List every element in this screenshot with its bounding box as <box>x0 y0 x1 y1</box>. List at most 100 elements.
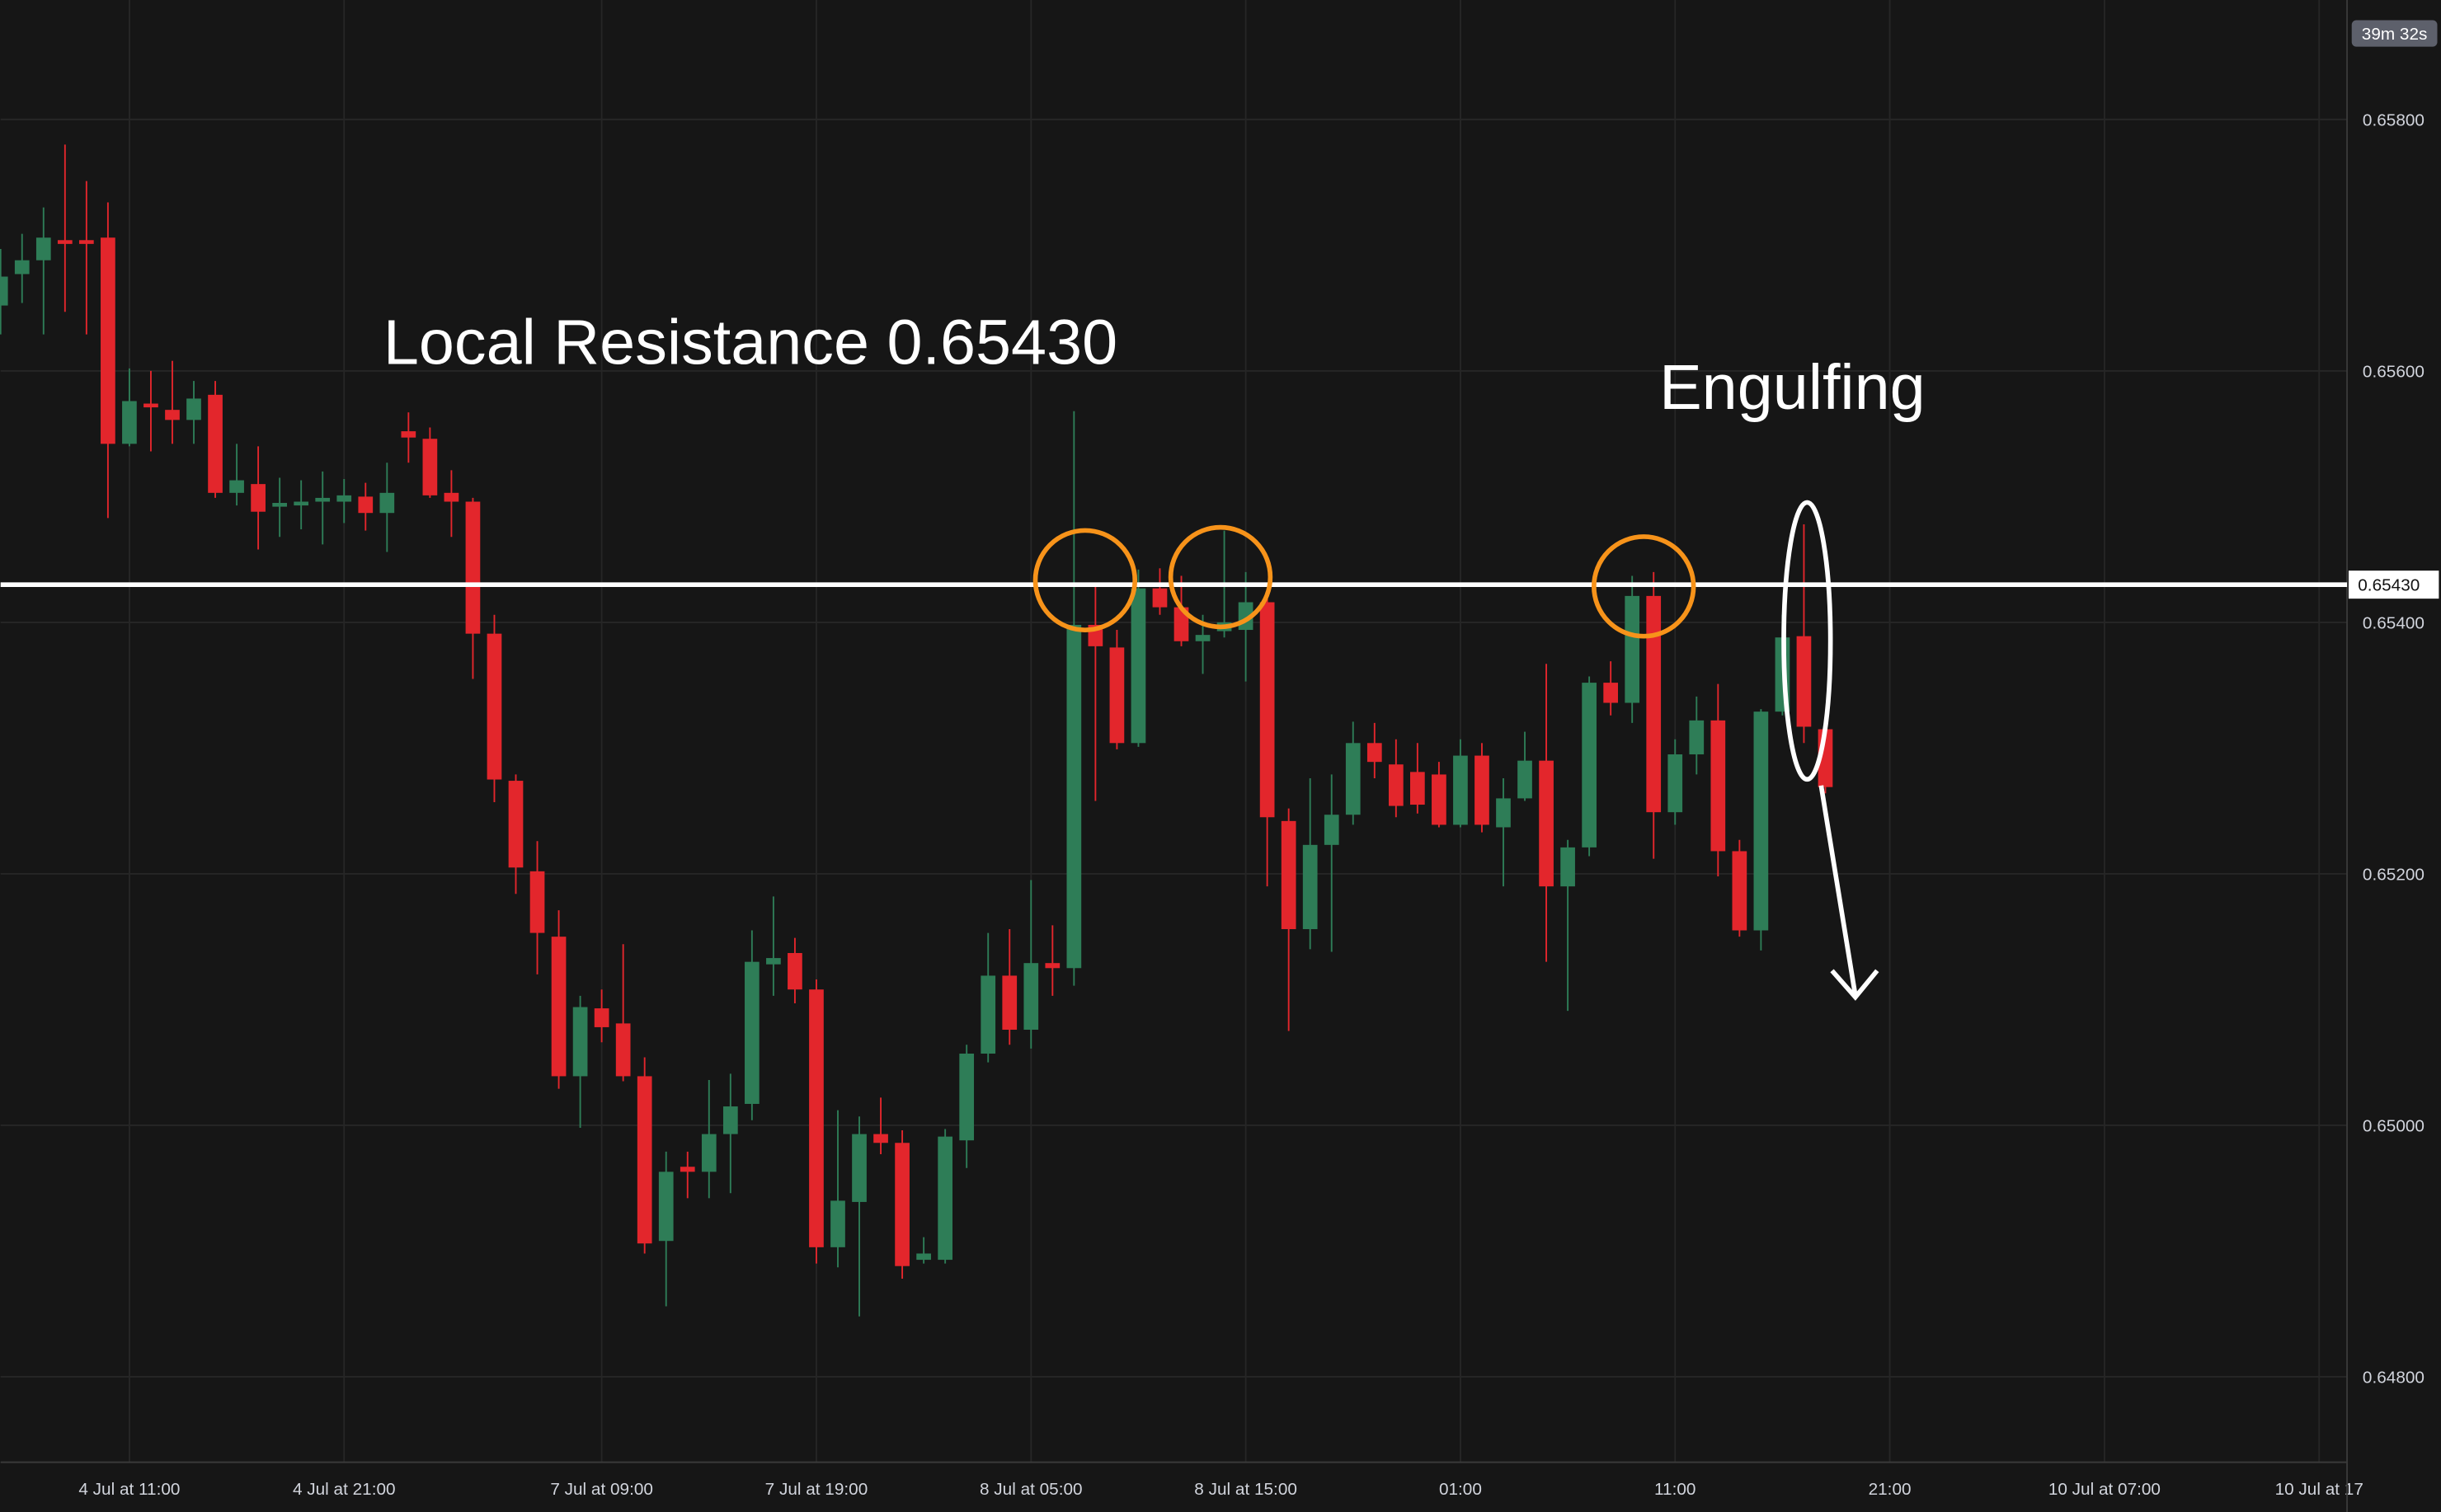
annotation: Engulfing <box>1659 352 1926 423</box>
candle-body <box>1259 602 1275 818</box>
candle-body <box>1453 755 1468 825</box>
candle-body <box>637 1076 652 1244</box>
x-tick-label: 7 Jul at 19:00 <box>765 1480 868 1499</box>
candle-body <box>487 633 502 780</box>
highlight-circle <box>1592 534 1696 639</box>
candle-body <box>1432 774 1446 825</box>
candle-body <box>1045 963 1061 969</box>
candle-body <box>529 871 545 933</box>
candle-body <box>1603 683 1619 703</box>
candle-body <box>1710 720 1726 852</box>
candle-body <box>1195 635 1211 641</box>
candle-body <box>294 501 309 506</box>
y-tick-label: 0.65600 <box>2363 362 2425 381</box>
candle-body <box>981 975 996 1054</box>
candle-body <box>315 497 331 502</box>
candle-body <box>1689 720 1705 755</box>
candle-body <box>1131 588 1146 744</box>
x-tick-label: 21:00 <box>1869 1480 1912 1499</box>
x-tick-label: 8 Jul at 05:00 <box>980 1480 1083 1499</box>
candle-body <box>1366 743 1382 763</box>
candle-body <box>1732 851 1747 931</box>
candle-body <box>594 1008 609 1027</box>
y-tick-label: 0.65200 <box>2363 865 2425 884</box>
x-tick-label: 4 Jul at 11:00 <box>78 1480 180 1499</box>
candle-body <box>422 439 438 495</box>
candle-body <box>1753 711 1769 931</box>
arrow <box>1818 785 1858 997</box>
x-tick-label: 7 Jul at 09:00 <box>550 1480 653 1499</box>
highlight-circle <box>1032 528 1138 632</box>
candle-body <box>1388 764 1404 806</box>
candle-body <box>551 937 567 1077</box>
candle-body <box>444 492 459 502</box>
candle-body <box>766 958 781 965</box>
candle-body <box>186 398 201 420</box>
candle-body <box>1560 847 1575 887</box>
drawings <box>1032 500 1879 1001</box>
candle-body <box>1324 815 1339 845</box>
candle-body <box>401 431 416 438</box>
candle-body <box>1496 798 1511 828</box>
candle-body <box>14 260 30 275</box>
candle-body <box>336 495 352 502</box>
y-tick-label: 0.65800 <box>2363 110 2425 129</box>
candle-body <box>1345 743 1361 815</box>
overlay: 0.65430 <box>0 571 2439 599</box>
annotation: Local Resistance 0.65430 <box>383 308 1117 378</box>
candle-body <box>1646 595 1662 813</box>
x-tick-label: 8 Jul at 15:00 <box>1194 1480 1297 1499</box>
candle-body <box>272 503 287 507</box>
candle-body <box>1582 683 1597 848</box>
candle-body <box>1474 755 1489 825</box>
candle-body <box>1152 588 1168 608</box>
candle-body <box>938 1136 953 1261</box>
candle-body <box>1517 760 1532 799</box>
candle-body <box>79 240 94 244</box>
candle-body <box>572 1007 588 1077</box>
candle-body <box>916 1253 931 1261</box>
candle-body <box>0 276 8 306</box>
candle-body <box>1002 975 1018 1031</box>
y-tick-label: 0.64800 <box>2363 1368 2425 1387</box>
candle-body <box>959 1053 975 1141</box>
candle-body <box>615 1023 631 1077</box>
candle-body <box>809 989 824 1247</box>
candle-body <box>852 1134 867 1202</box>
candle-body <box>1281 820 1296 930</box>
y-tick-label: 0.65000 <box>2363 1116 2425 1135</box>
price-label: 0.65430 <box>2358 576 2420 595</box>
candle-body <box>1667 754 1683 813</box>
candle-body <box>101 237 115 444</box>
candle-body <box>229 480 244 493</box>
candle-body <box>508 781 524 868</box>
x-tick-label: 10 Jul at 17 <box>2275 1480 2363 1499</box>
candle-body <box>658 1172 674 1242</box>
candle-body <box>57 240 73 244</box>
candle-body <box>358 496 374 514</box>
candle-body <box>208 394 223 493</box>
candle-body <box>895 1143 910 1266</box>
candle-body <box>722 1106 738 1134</box>
candle-body <box>1625 595 1640 703</box>
candle-body <box>1066 624 1082 969</box>
candle-body <box>1023 963 1039 1031</box>
candle-body <box>1109 647 1125 744</box>
y-tick-label: 0.65400 <box>2363 613 2425 632</box>
x-tick-label: 10 Jul at 07:00 <box>2048 1480 2161 1499</box>
candle-body <box>1410 772 1425 805</box>
arrow-head <box>1830 969 1879 1001</box>
candle-body <box>122 401 137 444</box>
candle-body <box>1173 607 1189 641</box>
candle-body <box>143 403 158 408</box>
candle-body <box>165 410 180 420</box>
candle-body <box>1796 636 1812 727</box>
candle-body <box>680 1167 695 1172</box>
timer-box <box>2351 20 2438 47</box>
candle-body <box>830 1200 845 1247</box>
candle-body <box>873 1134 888 1143</box>
x-tick-label: 01:00 <box>1439 1480 1482 1499</box>
